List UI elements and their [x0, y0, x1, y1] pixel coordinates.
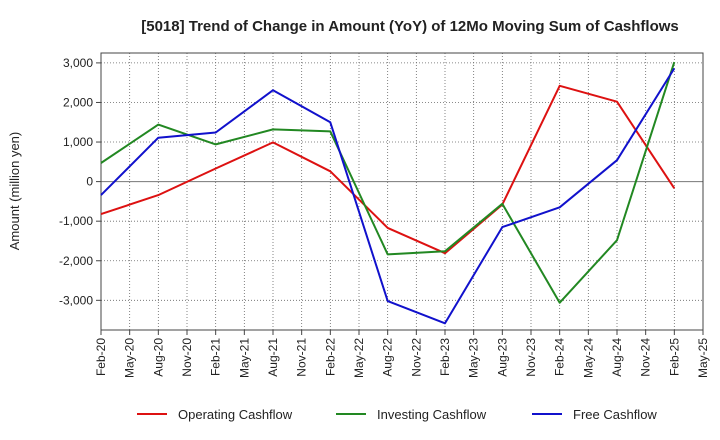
x-tick-label: May-25	[696, 338, 710, 378]
x-tick-label: Feb-22	[323, 338, 337, 376]
x-tick-label: Feb-23	[438, 338, 452, 376]
x-tick-label: Nov-22	[409, 338, 423, 377]
x-tick-label: Nov-21	[295, 338, 309, 377]
series-line-investing-cashflow	[100, 61, 676, 304]
legend-label: Operating Cashflow	[178, 407, 293, 422]
y-tick-label: 1,000	[63, 135, 93, 149]
legend: Operating Cashflow Investing Cashflow Free…	[137, 407, 657, 422]
series-lines	[100, 61, 676, 325]
x-tick-label: Nov-20	[180, 338, 194, 377]
x-tick-label: Nov-24	[639, 338, 653, 377]
y-axis-ticks: 3,000 2,000 1,000 0 -1,000 -2,000 -3,000	[59, 56, 101, 307]
legend-label: Investing Cashflow	[377, 407, 487, 422]
x-tick-label: Feb-24	[553, 338, 567, 376]
x-tick-label: Aug-22	[381, 338, 395, 377]
y-axis-label: Amount (million yen)	[7, 132, 22, 251]
plot-border	[100, 52, 704, 331]
grid-lines	[100, 53, 704, 330]
plot-frame	[100, 52, 704, 331]
x-tick-label: Feb-25	[667, 338, 681, 376]
x-tick-label: Feb-21	[209, 338, 223, 376]
x-tick-label: May-23	[467, 338, 481, 378]
y-tick-label: -2,000	[59, 254, 93, 268]
y-tick-label: 0	[86, 175, 93, 189]
y-tick-label: -3,000	[59, 293, 93, 307]
series-line-free-cashflow	[100, 67, 676, 325]
series-line-operating-cashflow	[100, 84, 676, 255]
x-tick-label: May-22	[352, 338, 366, 378]
x-tick-label: May-20	[123, 338, 137, 378]
y-tick-label: 3,000	[63, 56, 93, 70]
x-tick-label: Aug-23	[495, 338, 509, 377]
x-tick-label: May-24	[581, 338, 595, 378]
y-tick-label: 2,000	[63, 95, 93, 109]
chart-title: [5018] Trend of Change in Amount (YoY) o…	[141, 18, 679, 35]
x-tick-label: Aug-24	[610, 338, 624, 377]
x-axis-ticks: Feb-20 May-20 Aug-20 Nov-20 Feb-21 May-21 Aug-…	[94, 330, 710, 378]
x-tick-label: Aug-20	[151, 338, 165, 377]
legend-label: Free Cashflow	[573, 407, 657, 422]
x-tick-label: Feb-20	[94, 338, 108, 376]
x-tick-label: Nov-23	[524, 338, 538, 377]
x-tick-label: May-21	[237, 338, 251, 378]
x-tick-label: Aug-21	[266, 338, 280, 377]
y-tick-label: -1,000	[59, 214, 93, 228]
